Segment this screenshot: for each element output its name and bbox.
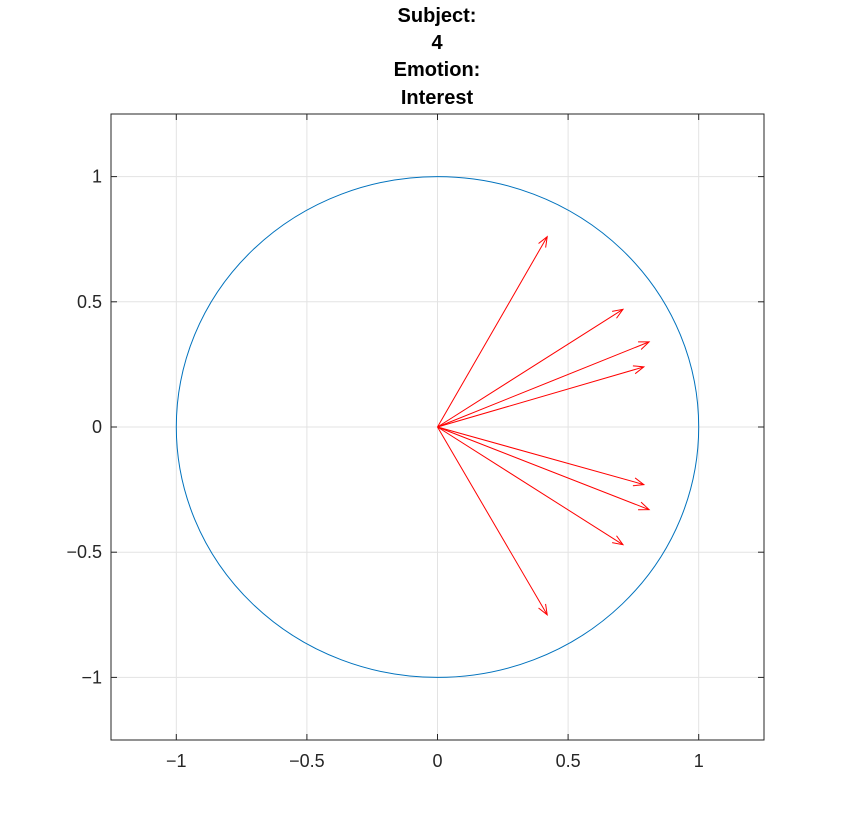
vector-head [632, 365, 646, 375]
vector-arrow [437, 308, 625, 428]
y-tick-label: −1 [81, 667, 102, 687]
y-tick-label: 1 [92, 167, 102, 187]
vector-shaft [437, 341, 650, 428]
vector-head [612, 308, 625, 319]
vector-arrow [437, 426, 548, 616]
vector-head [538, 235, 548, 248]
vector-head [612, 535, 625, 546]
x-tick-label: 0 [432, 751, 442, 771]
vector-layer [437, 235, 651, 616]
vector-head [638, 501, 651, 511]
vector-shaft [437, 426, 650, 511]
vector-head [638, 341, 651, 350]
x-tick-label: 1 [694, 751, 704, 771]
title-line-4: Interest [401, 87, 474, 109]
vector-arrow [437, 365, 646, 428]
y-tick-label: 0.5 [77, 292, 102, 312]
title-line-3: Emotion: [394, 59, 481, 81]
vector-shaft [437, 366, 644, 428]
ticks: −1 −0.5 0 0.5 1 −1 −0.5 0 0.5 1 [66, 114, 764, 771]
title-line-1: Subject: [398, 5, 477, 27]
title-line-2: 4 [431, 32, 443, 54]
vector-head [632, 477, 646, 487]
y-tick-label: 0 [92, 417, 102, 437]
x-tick-label: −0.5 [289, 751, 325, 771]
vector-arrow [437, 426, 625, 546]
unit-circle-layer [175, 176, 700, 678]
unit-circle [175, 176, 700, 678]
vector-shaft [437, 426, 644, 486]
vector-shaft [437, 308, 624, 428]
y-tick-label: −0.5 [66, 542, 102, 562]
vector-head [538, 603, 548, 616]
chart-title: Subject: 4 Emotion: Interest [394, 5, 481, 109]
vector-arrow [437, 235, 548, 428]
vector-arrow [437, 341, 651, 428]
vector-arrow [437, 426, 651, 511]
vector-shaft [437, 426, 548, 616]
vector-shaft [437, 236, 548, 428]
vector-shaft [437, 426, 624, 546]
vector-arrow [437, 426, 646, 487]
x-tick-label: −1 [166, 751, 187, 771]
x-tick-label: 0.5 [556, 751, 581, 771]
